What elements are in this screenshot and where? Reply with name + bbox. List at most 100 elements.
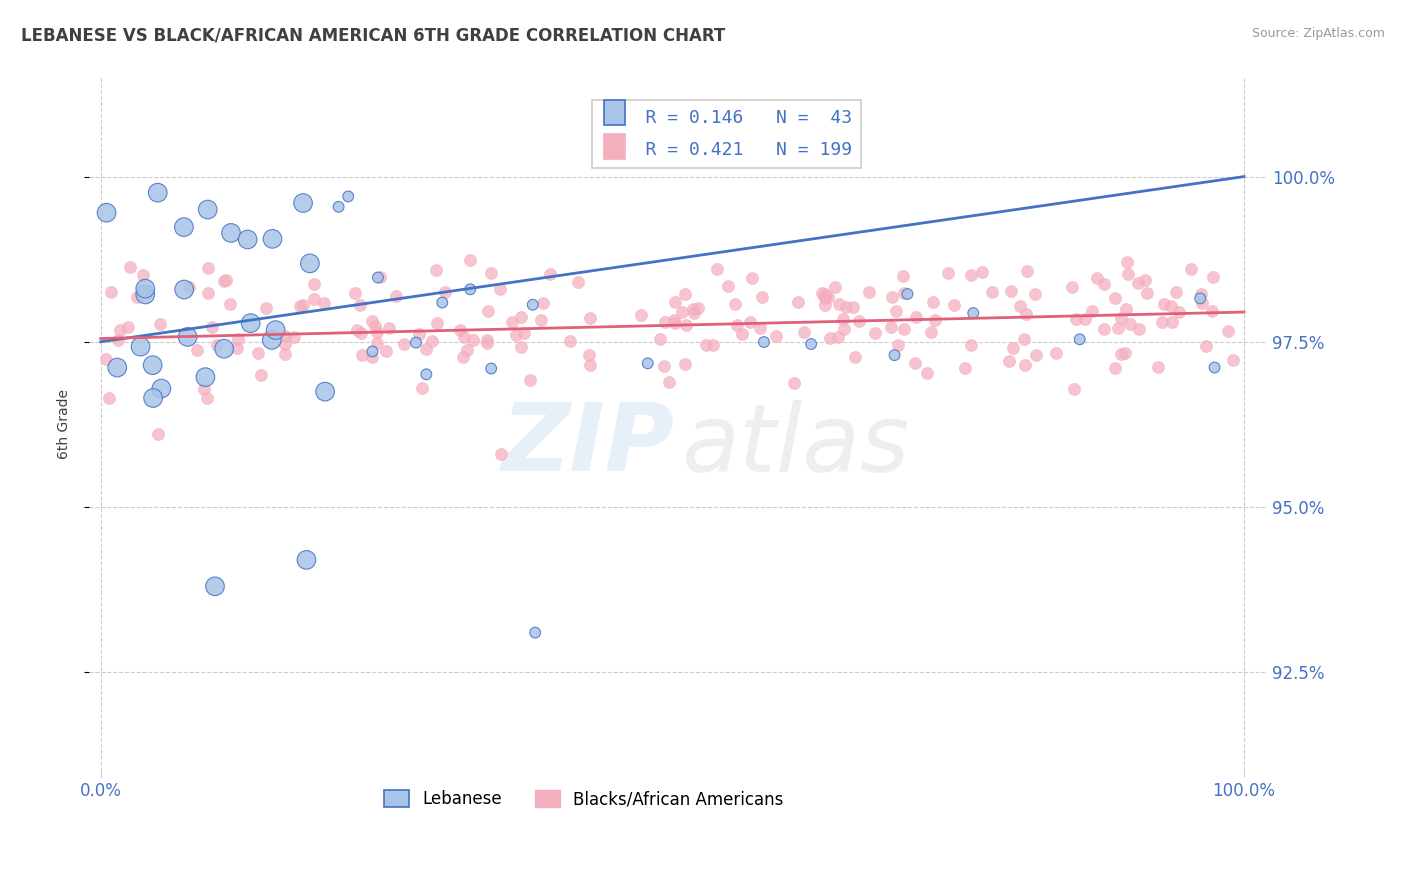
Y-axis label: 6th Grade: 6th Grade — [58, 390, 72, 459]
Point — [654, 315, 676, 329]
Point — [374, 343, 396, 358]
Point — [886, 337, 908, 351]
Point — [811, 285, 834, 300]
Point — [702, 338, 724, 352]
Point — [662, 313, 685, 327]
Point — [449, 323, 471, 337]
Point — [105, 360, 128, 375]
Point — [129, 340, 152, 354]
Point — [420, 334, 443, 348]
Point — [880, 290, 903, 304]
Point — [343, 286, 366, 301]
Point — [1107, 321, 1129, 335]
Point — [998, 353, 1021, 368]
Point — [134, 282, 156, 296]
Point — [1222, 352, 1244, 367]
Point — [475, 333, 498, 347]
Point — [832, 312, 855, 326]
Point — [194, 370, 217, 384]
Point — [1133, 273, 1156, 287]
Point — [426, 316, 449, 330]
Point — [832, 322, 855, 336]
Point — [717, 279, 740, 293]
Point — [1104, 361, 1126, 376]
Point — [813, 289, 835, 303]
Point — [1104, 292, 1126, 306]
Point — [479, 361, 502, 376]
Point — [219, 226, 242, 240]
Point — [1119, 317, 1142, 331]
Point — [943, 298, 966, 312]
Point — [814, 298, 837, 312]
Point — [1114, 346, 1136, 360]
Point — [489, 447, 512, 461]
Point — [1128, 277, 1150, 291]
Point — [489, 282, 512, 296]
Point — [117, 320, 139, 334]
Point — [97, 391, 120, 405]
Point — [186, 343, 208, 358]
Point — [134, 287, 156, 301]
Point — [904, 356, 927, 370]
Point — [458, 282, 481, 296]
Point — [915, 366, 938, 380]
Point — [239, 316, 262, 330]
Point — [783, 376, 806, 390]
Text: LEBANESE VS BLACK/AFRICAN AMERICAN 6TH GRADE CORRELATION CHART: LEBANESE VS BLACK/AFRICAN AMERICAN 6TH G… — [21, 27, 725, 45]
Point — [1014, 358, 1036, 372]
Point — [475, 336, 498, 351]
Point — [1167, 305, 1189, 319]
Point — [1064, 311, 1087, 326]
Point — [567, 275, 589, 289]
Point — [246, 346, 269, 360]
Point — [1204, 360, 1226, 375]
Text: Source: ZipAtlas.com: Source: ZipAtlas.com — [1251, 27, 1385, 40]
Point — [432, 295, 454, 310]
Point — [146, 427, 169, 442]
Point — [312, 295, 335, 310]
Point — [273, 328, 295, 343]
Point — [292, 196, 315, 211]
Point — [477, 304, 499, 318]
Point — [405, 335, 427, 350]
Point — [201, 319, 224, 334]
Point — [558, 334, 581, 348]
Point — [814, 286, 837, 301]
Point — [352, 348, 374, 362]
Point — [1195, 338, 1218, 352]
Point — [215, 273, 238, 287]
Point — [765, 329, 787, 343]
Point — [1201, 304, 1223, 318]
Point — [741, 271, 763, 285]
Point — [425, 263, 447, 277]
Point — [630, 309, 652, 323]
Point — [142, 358, 165, 372]
Point — [361, 314, 384, 328]
Point — [384, 289, 406, 303]
Point — [349, 298, 371, 312]
Text: R = 0.146   N =  43
    R = 0.421   N = 199: R = 0.146 N = 43 R = 0.421 N = 199 — [602, 109, 852, 159]
Point — [893, 285, 915, 300]
Point — [1092, 277, 1115, 291]
Point — [302, 277, 325, 292]
Text: ZIP: ZIP — [502, 400, 675, 491]
Point — [818, 330, 841, 344]
Point — [844, 350, 866, 364]
Point — [226, 341, 249, 355]
Point — [501, 315, 523, 329]
Point — [1024, 287, 1046, 301]
Point — [148, 317, 170, 331]
Point — [883, 348, 905, 362]
Legend: Lebanese, Blacks/African Americans: Lebanese, Blacks/African Americans — [377, 783, 790, 815]
Point — [212, 342, 235, 356]
Point — [1002, 341, 1025, 355]
Point — [1115, 301, 1137, 316]
Point — [1000, 285, 1022, 299]
Point — [368, 269, 391, 284]
Point — [132, 268, 155, 282]
Point — [392, 337, 415, 351]
Point — [675, 318, 697, 332]
Point — [886, 304, 908, 318]
Point — [453, 330, 475, 344]
Point — [204, 579, 226, 593]
